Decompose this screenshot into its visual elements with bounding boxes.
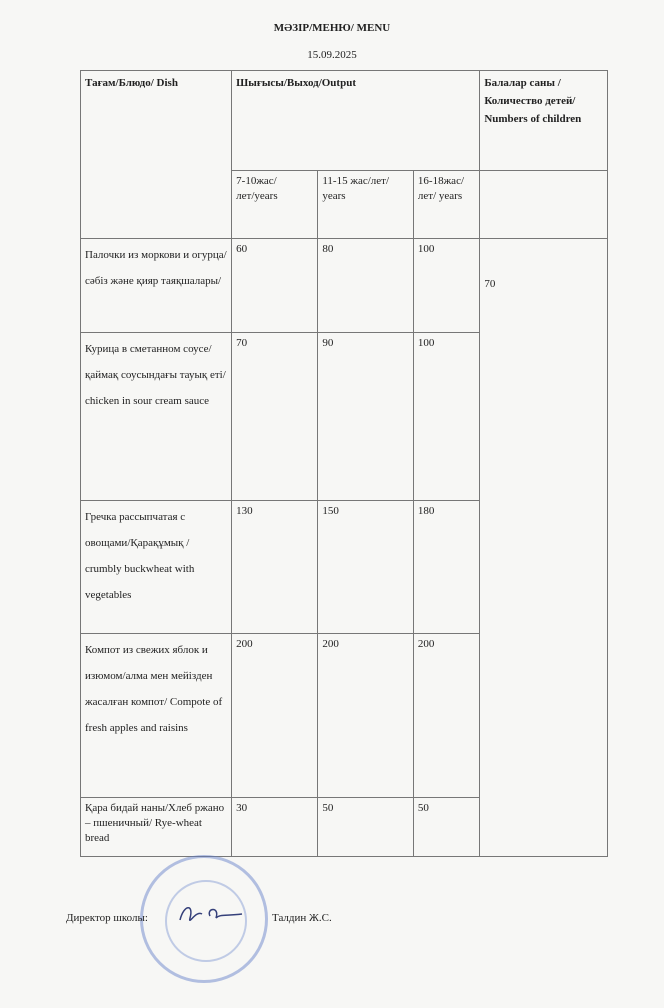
value-cell: 100 [412, 238, 481, 333]
document-date: 15.09.2025 [307, 49, 357, 61]
children-count-value: 70 [484, 278, 496, 290]
header-age-7-10: 7-10жас/лет/years [231, 170, 319, 239]
document-title: МӘЗІР/МЕНЮ/ MENU [273, 22, 391, 34]
value-cell: 180 [412, 500, 481, 634]
value-cell: 80 [317, 238, 414, 333]
children-count: 70 [479, 238, 608, 857]
value-cell: 150 [317, 500, 414, 634]
dish-cell: Палочки из моркови и огурца/сәбіз және қ… [79, 238, 233, 333]
official-stamp [140, 855, 268, 983]
signature [179, 907, 243, 921]
value-cell: 90 [317, 332, 414, 501]
value-cell: 200 [231, 633, 319, 798]
value-cell: 200 [412, 633, 481, 798]
table-row: Қара бидай наны/Хлеб ржано – пшеничный/ … [79, 797, 608, 857]
value-cell: 50 [412, 797, 481, 857]
header-age-16-18: 16-18жас/лет/ years [412, 170, 481, 239]
value-cell: 200 [317, 633, 414, 798]
dish-cell: Компот из свежих яблок и изюмом/алма мен… [79, 633, 233, 798]
children-subheader-empty [479, 170, 608, 239]
director-name: Талдин Ж.С. [272, 912, 332, 924]
value-cell: 50 [317, 797, 414, 857]
table-row: Гречка рассыпчатая с овощами/Қарақұмық /… [79, 500, 608, 634]
value-cell: 30 [231, 797, 319, 857]
header-dish: Тағам/Блюдо/ Dish [79, 70, 233, 239]
value-cell: 130 [231, 500, 319, 634]
header-output: Шығысы/Выход/Output [231, 70, 481, 171]
dish-cell: Гречка рассыпчатая с овощами/Қарақұмық /… [79, 500, 233, 634]
dish-cell: Қара бидай наны/Хлеб ржано – пшеничный/ … [79, 797, 233, 857]
menu-table: Тағам/Блюдо/ Dish Шығысы/Выход/Output Ба… [79, 70, 608, 857]
dish-cell: Курица в сметанном соусе/ қаймақ соусынд… [79, 332, 233, 501]
table-row: Компот из свежих яблок и изюмом/алма мен… [79, 633, 608, 798]
table-row: Палочки из моркови и огурца/сәбіз және қ… [79, 238, 608, 857]
value-cell: 70 [231, 332, 319, 501]
header-children: Балалар саны /Количество детей/ Numbers … [479, 70, 608, 171]
header-age-11-15: 11-15 жас/лет/ years [317, 170, 414, 239]
director-label: Директор школы: [66, 912, 148, 924]
value-cell: 100 [412, 332, 481, 501]
table-row: Курица в сметанном соусе/ қаймақ соусынд… [79, 332, 608, 501]
value-cell: 60 [231, 238, 319, 333]
